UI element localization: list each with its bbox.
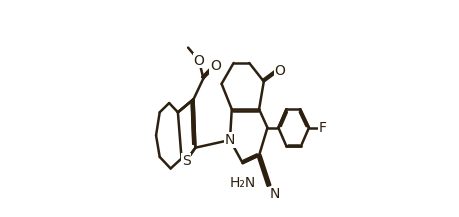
Text: O: O	[210, 59, 221, 73]
Text: H₂N: H₂N	[230, 176, 256, 190]
Text: O: O	[194, 54, 204, 68]
Text: N: N	[225, 133, 235, 147]
Text: S: S	[182, 154, 190, 168]
Text: N: N	[270, 187, 280, 201]
Text: O: O	[274, 64, 285, 78]
Text: F: F	[318, 121, 326, 135]
